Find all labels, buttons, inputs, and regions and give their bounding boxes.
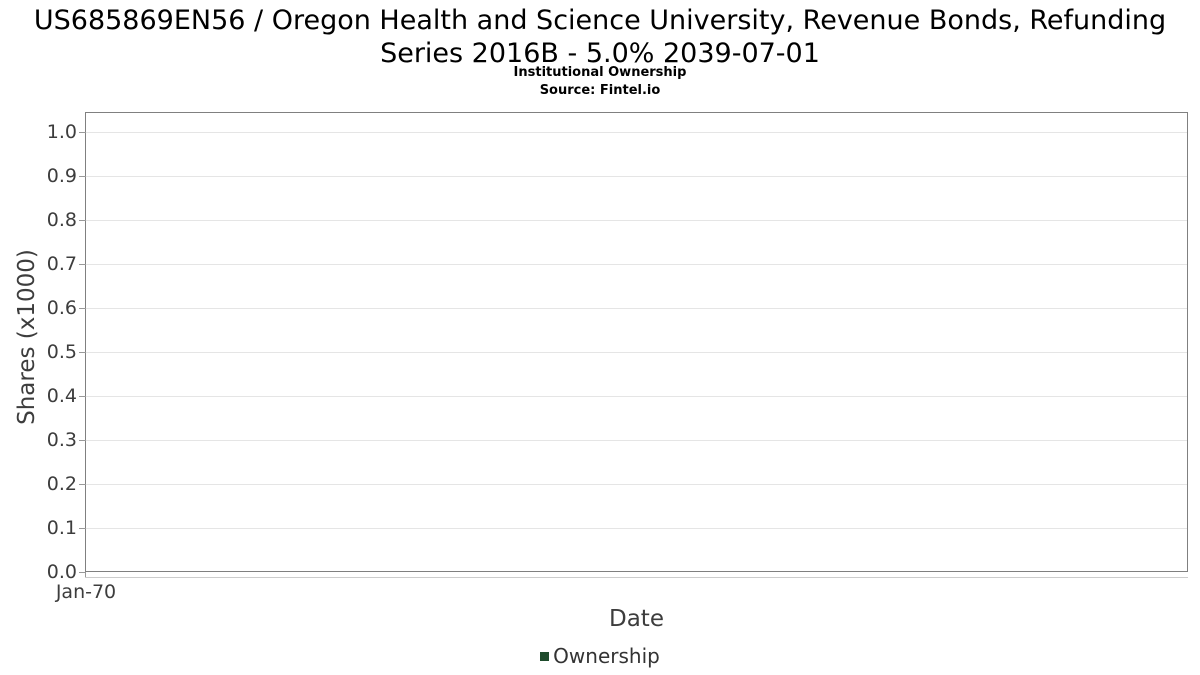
- y-tick-label: 1.0: [46, 121, 77, 143]
- y-gridline: [86, 132, 1187, 133]
- y-tick-mark: [79, 440, 86, 441]
- y-gridline: [86, 264, 1187, 265]
- y-gridline: [86, 308, 1187, 309]
- y-tick-label: 0.2: [46, 473, 77, 495]
- y-tick-label: 0.5: [46, 341, 77, 363]
- y-gridline: [86, 176, 1187, 177]
- y-gridline: [86, 352, 1187, 353]
- y-tick-label: 0.3: [46, 429, 77, 451]
- x-tick-mark: [85, 572, 86, 577]
- x-axis-line: [85, 577, 1188, 578]
- y-tick-label: 0.0: [46, 561, 77, 583]
- legend-label: Ownership: [553, 644, 660, 668]
- chart-title-line-1: US685869EN56 / Oregon Health and Science…: [33, 5, 1167, 36]
- legend: Ownership: [0, 643, 1200, 669]
- plot-area: [85, 112, 1188, 572]
- y-tick-mark: [79, 396, 86, 397]
- y-tick-mark: [79, 264, 86, 265]
- chart-source: Source: Fintel.io: [539, 83, 661, 98]
- y-tick-mark: [79, 572, 86, 573]
- y-gridline: [86, 220, 1187, 221]
- y-tick-label: 0.6: [46, 297, 77, 319]
- chart-title-line-2: Series 2016B - 5.0% 2039-07-01: [380, 38, 820, 69]
- legend-item-ownership[interactable]: Ownership: [540, 644, 660, 668]
- legend-swatch-icon: [540, 651, 550, 661]
- y-tick-label: 0.1: [46, 517, 77, 539]
- y-tick-label: 0.4: [46, 385, 77, 407]
- x-axis-title: Date: [609, 606, 664, 632]
- y-tick-mark: [79, 352, 86, 353]
- y-tick-mark: [79, 220, 86, 221]
- y-gridline: [86, 484, 1187, 485]
- y-tick-mark: [79, 176, 86, 177]
- y-tick-label: 0.8: [46, 209, 77, 231]
- y-gridline: [86, 440, 1187, 441]
- y-tick-label: 0.7: [46, 253, 77, 275]
- y-tick-label: 0.9: [46, 165, 77, 187]
- y-tick-mark: [79, 132, 86, 133]
- y-gridline: [86, 396, 1187, 397]
- y-tick-mark: [79, 484, 86, 485]
- y-tick-mark: [79, 528, 86, 529]
- x-tick-label: Jan-70: [55, 581, 117, 603]
- y-gridline: [86, 528, 1187, 529]
- chart-subtitle: Institutional Ownership: [513, 65, 687, 80]
- y-tick-mark: [79, 308, 86, 309]
